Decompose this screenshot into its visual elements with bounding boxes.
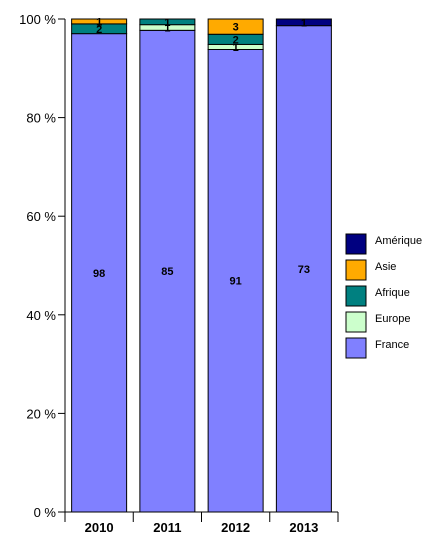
legend-label: France [375, 339, 409, 351]
y-tick-label: 40 % [26, 308, 56, 323]
data-label: 1 [164, 17, 170, 29]
data-label: 91 [230, 276, 242, 288]
data-label: 1 [301, 17, 307, 29]
bar-segment-france-2012 [207, 48, 264, 513]
bar-segment-asie-2012 [207, 18, 264, 35]
data-label: 98 [93, 268, 105, 280]
x-axis: 2010 2011 2012 2013 [64, 511, 339, 535]
data-label: 2 [96, 24, 102, 36]
bar-segment-afrique-2011 [139, 18, 196, 26]
legend-label: Afrique [375, 287, 410, 299]
y-tick-label: 80 % [26, 111, 56, 126]
legend-swatch-europe [345, 311, 367, 333]
bar-segment-france-2013 [275, 25, 332, 513]
y-tick-label: 0 % [34, 505, 57, 520]
y-tick-label: 60 % [26, 209, 56, 224]
legend-swatch-france [345, 337, 367, 359]
data-label: 1 [164, 23, 170, 35]
data-label: 1 [96, 16, 102, 28]
data-label: 1 [233, 42, 239, 54]
bar-segment-france-2010 [71, 33, 128, 513]
data-label: 2 [233, 34, 239, 46]
bar-segment-asie-2010 [71, 18, 128, 25]
x-category-label: 2011 [153, 520, 181, 535]
legend-swatch-asie [345, 259, 367, 281]
bar-segment-amérique-2013 [275, 18, 332, 27]
data-label: 3 [233, 22, 239, 34]
legend: Amérique Asie Afrique Europe France [345, 233, 422, 359]
x-category-label: 2012 [221, 520, 250, 535]
data-label: 73 [298, 264, 310, 276]
legend-swatch-afrique [345, 285, 367, 307]
data-label: 85 [161, 266, 173, 278]
legend-swatch-amérique [345, 233, 367, 255]
legend-label: Amérique [375, 235, 422, 247]
y-tick-label: 20 % [26, 406, 56, 421]
bar-segment-france-2011 [139, 29, 196, 513]
y-tick-label: 100 % [19, 12, 56, 27]
x-category-label: 2013 [289, 520, 318, 535]
legend-label: Europe [375, 313, 410, 325]
x-category-label: 2010 [85, 520, 114, 535]
legend-label: Asie [375, 261, 396, 273]
y-axis: 0 % 20 % 40 % 60 % 80 % 100 % [19, 12, 66, 520]
